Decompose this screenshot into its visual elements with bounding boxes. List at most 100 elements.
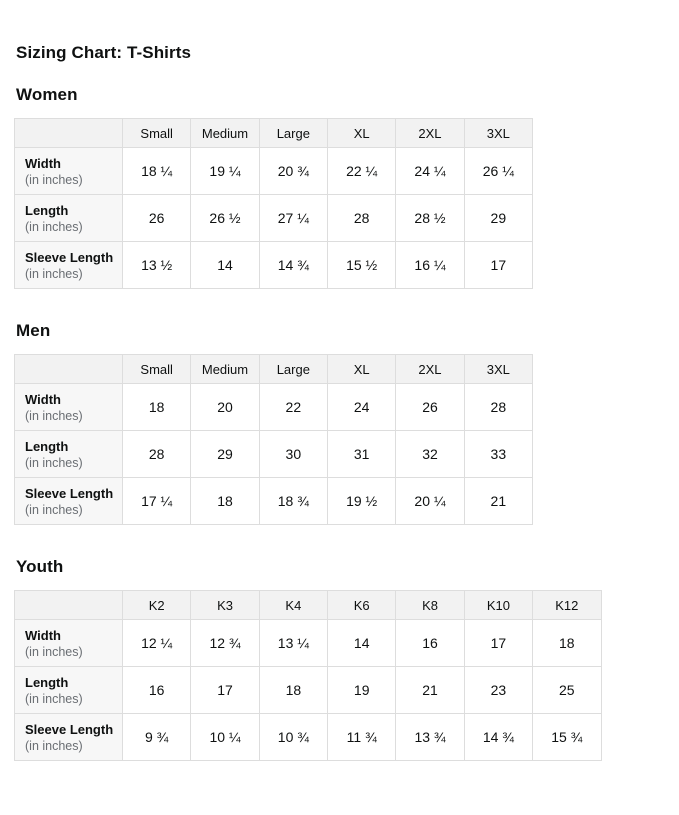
measurement-unit: (in inches) [25, 644, 83, 659]
size-value-cell: 29 [463, 194, 534, 242]
size-table: Small Medium Large XL 2XL 3XL Width (in inches… [14, 354, 534, 525]
size-value-cell: 20 ¾ [258, 147, 328, 195]
size-value-cell: 24 [326, 383, 397, 431]
size-column-header: Large [258, 118, 328, 148]
measurement-unit: (in inches) [25, 266, 83, 281]
size-value-cell: 18 ¾ [258, 477, 328, 525]
size-section: Women Small Medium Large XL 2XL 3XL Width (in … [14, 84, 665, 289]
size-value-cell: 19 [327, 666, 397, 714]
measurement-unit: (in inches) [25, 502, 83, 517]
measurement-unit: (in inches) [25, 691, 83, 706]
size-value-cell: 12 ¾ [190, 619, 260, 667]
size-value-cell: 24 ¼ [395, 147, 465, 195]
section-heading: Women [16, 85, 78, 104]
measurement-label-cell: Length (in inches) [14, 666, 123, 714]
measurement-row: Sleeve Length (in inches) 17 ¼ 18 18 ¾ 19 ½ 20… [14, 477, 534, 525]
measurement-label-cell: Sleeve Length (in inches) [14, 241, 123, 289]
measurement-label: Sleeve Length [25, 249, 114, 265]
size-value-cell: 15 ½ [326, 241, 397, 289]
size-value-cell: 26 [121, 194, 192, 242]
size-value-cell: 20 ¼ [395, 477, 465, 525]
size-value-cell: 28 [121, 430, 192, 478]
size-column-header: Medium [190, 354, 260, 384]
size-value-cell: 25 [532, 666, 602, 714]
table-body: Width (in inches) 12 ¼ 12 ¾ 13 ¼ 14 16 17 18 Leng… [14, 619, 602, 761]
measurement-label: Sleeve Length [25, 485, 114, 501]
measurement-row: Length (in inches) 26 26 ½ 27 ¼ 28 28 ½ 29 [14, 194, 534, 242]
corner-cell [14, 118, 123, 148]
page-title: Sizing Chart: T-Shirts [16, 43, 192, 62]
size-value-cell: 9 ¾ [121, 713, 192, 761]
size-value-cell: 18 [121, 383, 192, 431]
size-column-header: 2XL [395, 118, 465, 148]
size-value-cell: 13 ½ [121, 241, 192, 289]
size-value-cell: 21 [395, 666, 465, 714]
size-value-cell: 14 ¾ [463, 713, 534, 761]
size-value-cell: 22 ¼ [326, 147, 397, 195]
size-value-cell: 10 ¼ [190, 713, 260, 761]
size-value-cell: 20 [190, 383, 260, 431]
measurement-label-cell: Sleeve Length (in inches) [14, 477, 123, 525]
measurement-label: Width [25, 391, 61, 407]
measurement-label: Sleeve Length [25, 721, 114, 737]
measurement-label-cell: Length (in inches) [14, 194, 123, 242]
size-value-cell: 29 [190, 430, 260, 478]
section-heading: Men [16, 321, 51, 340]
size-column-header: K3 [190, 590, 260, 620]
size-value-cell: 32 [395, 430, 465, 478]
size-column-header: XL [326, 354, 397, 384]
size-value-cell: 28 ½ [395, 194, 465, 242]
table-body: Width (in inches) 18 ¼ 19 ¼ 20 ¾ 22 ¼ 24 ¼ 26 ¼… [14, 147, 534, 289]
size-value-cell: 28 [326, 194, 397, 242]
size-column-header: K10 [463, 590, 534, 620]
measurement-label: Length [25, 438, 69, 454]
size-value-cell: 17 [463, 619, 534, 667]
size-value-cell: 19 ¼ [190, 147, 260, 195]
size-value-cell: 19 ½ [326, 477, 397, 525]
size-value-cell: 14 ¾ [258, 241, 328, 289]
size-section: Youth K2 K3 K4 K6 K8 K10 K12 Width (in inches) 1… [14, 556, 665, 761]
size-column-header: Small [121, 118, 192, 148]
measurement-row: Width (in inches) 12 ¼ 12 ¾ 13 ¼ 14 16 17 18 [14, 619, 602, 667]
size-column-header: K2 [121, 590, 192, 620]
measurement-unit: (in inches) [25, 408, 83, 423]
measurement-unit: (in inches) [25, 172, 83, 187]
size-value-cell: 26 [395, 383, 465, 431]
size-value-cell: 13 ¼ [258, 619, 329, 667]
measurement-row: Width (in inches) 18 20 22 24 26 28 [14, 383, 534, 431]
size-value-cell: 16 [121, 666, 192, 714]
measurement-unit: (in inches) [25, 738, 83, 753]
size-column-header: K8 [395, 590, 465, 620]
section-heading: Youth [16, 557, 64, 576]
corner-cell [14, 590, 123, 620]
size-value-cell: 33 [463, 430, 534, 478]
size-value-cell: 17 [190, 666, 260, 714]
size-column-header: XL [326, 118, 397, 148]
size-value-cell: 10 ¾ [258, 713, 329, 761]
size-column-header: K6 [327, 590, 397, 620]
size-value-cell: 18 [190, 477, 260, 525]
size-value-cell: 14 [190, 241, 260, 289]
size-column-header: Small [121, 354, 192, 384]
size-value-cell: 13 ¾ [395, 713, 465, 761]
size-column-header: K12 [532, 590, 602, 620]
measurement-row: Length (in inches) 28 29 30 31 32 33 [14, 430, 534, 478]
measurement-row: Length (in inches) 16 17 18 19 21 23 25 [14, 666, 602, 714]
size-value-cell: 27 ¼ [258, 194, 328, 242]
size-value-cell: 11 ¾ [327, 713, 397, 761]
size-column-header: 2XL [395, 354, 465, 384]
measurement-label-cell: Sleeve Length (in inches) [14, 713, 123, 761]
measurement-label: Width [25, 155, 61, 171]
size-value-cell: 17 [463, 241, 534, 289]
size-value-cell: 21 [463, 477, 534, 525]
size-column-header: K4 [258, 590, 329, 620]
sections-container: Women Small Medium Large XL 2XL 3XL Width (in … [14, 84, 665, 761]
size-header-row: K2 K3 K4 K6 K8 K10 K12 [14, 590, 602, 620]
size-value-cell: 17 ¼ [121, 477, 192, 525]
measurement-label-cell: Width (in inches) [14, 147, 123, 195]
size-value-cell: 18 ¼ [121, 147, 192, 195]
sizing-chart-page: Sizing Chart: T-Shirts Women Small Medium… [14, 43, 665, 761]
size-column-header: Medium [190, 118, 260, 148]
size-value-cell: 23 [463, 666, 534, 714]
size-column-header: Large [258, 354, 328, 384]
